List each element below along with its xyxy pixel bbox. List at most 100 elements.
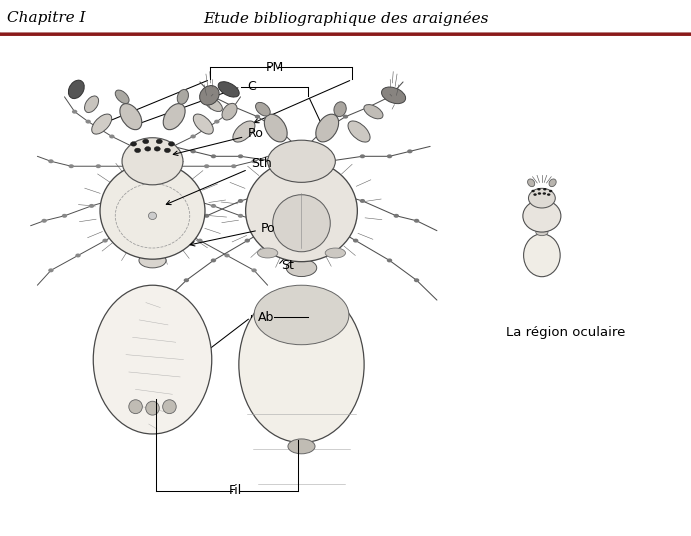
Ellipse shape	[163, 103, 185, 130]
Circle shape	[89, 204, 94, 208]
Circle shape	[319, 219, 325, 223]
Ellipse shape	[245, 160, 357, 262]
Ellipse shape	[154, 147, 160, 151]
Circle shape	[252, 269, 257, 272]
Circle shape	[278, 219, 284, 223]
Circle shape	[319, 130, 325, 133]
Ellipse shape	[267, 140, 335, 182]
Circle shape	[48, 159, 54, 163]
Ellipse shape	[528, 179, 535, 187]
Ellipse shape	[538, 192, 541, 195]
Ellipse shape	[162, 400, 176, 414]
Circle shape	[278, 130, 284, 133]
Ellipse shape	[529, 188, 556, 208]
Circle shape	[204, 214, 209, 218]
Ellipse shape	[142, 139, 149, 144]
Circle shape	[95, 164, 101, 168]
Circle shape	[414, 219, 419, 223]
Text: La région oculaire: La région oculaire	[506, 326, 625, 339]
Circle shape	[366, 105, 372, 109]
Circle shape	[48, 269, 54, 272]
Text: Sth: Sth	[167, 157, 272, 205]
Ellipse shape	[156, 139, 162, 144]
Ellipse shape	[524, 234, 560, 277]
Circle shape	[170, 224, 176, 228]
Circle shape	[231, 105, 236, 109]
Ellipse shape	[177, 90, 189, 104]
Ellipse shape	[139, 253, 166, 268]
Circle shape	[272, 159, 277, 163]
Circle shape	[75, 254, 81, 257]
Ellipse shape	[135, 148, 141, 153]
Circle shape	[387, 154, 392, 158]
Circle shape	[211, 154, 216, 158]
Circle shape	[231, 164, 236, 168]
Circle shape	[177, 194, 182, 198]
Text: Fil: Fil	[229, 485, 242, 497]
Circle shape	[61, 214, 67, 218]
Ellipse shape	[120, 103, 142, 130]
Circle shape	[387, 95, 392, 99]
Ellipse shape	[164, 148, 171, 153]
Ellipse shape	[537, 188, 540, 190]
Circle shape	[211, 95, 216, 99]
Circle shape	[252, 159, 257, 163]
Ellipse shape	[100, 162, 205, 259]
Ellipse shape	[531, 190, 535, 192]
Ellipse shape	[543, 188, 547, 190]
Ellipse shape	[325, 248, 346, 258]
Circle shape	[353, 239, 359, 243]
Circle shape	[191, 135, 196, 138]
Circle shape	[41, 219, 47, 223]
Ellipse shape	[286, 259, 316, 277]
Ellipse shape	[364, 105, 383, 119]
Circle shape	[204, 164, 209, 168]
Circle shape	[86, 120, 91, 124]
Ellipse shape	[254, 285, 349, 345]
Circle shape	[72, 110, 77, 114]
Circle shape	[123, 194, 128, 198]
Circle shape	[394, 214, 399, 218]
Circle shape	[177, 164, 182, 168]
Circle shape	[68, 164, 74, 168]
Ellipse shape	[549, 190, 552, 192]
Ellipse shape	[348, 121, 370, 142]
Circle shape	[238, 199, 243, 203]
Ellipse shape	[122, 138, 183, 185]
Ellipse shape	[144, 147, 151, 151]
Ellipse shape	[233, 121, 255, 142]
Text: Chapitre I: Chapitre I	[7, 11, 86, 25]
Ellipse shape	[381, 87, 406, 103]
Ellipse shape	[93, 285, 211, 434]
Ellipse shape	[92, 114, 112, 134]
Ellipse shape	[288, 439, 315, 454]
Text: PM: PM	[265, 61, 283, 73]
Text: C: C	[247, 80, 256, 93]
Circle shape	[184, 219, 189, 223]
Ellipse shape	[193, 114, 214, 134]
Circle shape	[238, 154, 243, 158]
Circle shape	[414, 278, 419, 282]
Text: St: St	[281, 259, 294, 272]
Circle shape	[258, 219, 263, 223]
Ellipse shape	[549, 179, 556, 187]
Circle shape	[245, 239, 250, 243]
Circle shape	[272, 189, 277, 193]
Ellipse shape	[218, 81, 239, 97]
Ellipse shape	[239, 286, 364, 443]
Circle shape	[197, 239, 202, 243]
Ellipse shape	[536, 228, 548, 236]
Circle shape	[343, 115, 348, 118]
Ellipse shape	[265, 114, 287, 142]
Circle shape	[407, 150, 413, 153]
Circle shape	[360, 199, 365, 203]
Circle shape	[191, 150, 196, 153]
Ellipse shape	[542, 192, 546, 195]
Ellipse shape	[149, 212, 157, 220]
Circle shape	[123, 164, 128, 168]
Ellipse shape	[334, 102, 346, 117]
Text: Ro: Ro	[173, 128, 263, 155]
Circle shape	[326, 189, 331, 193]
Circle shape	[238, 214, 243, 218]
Circle shape	[129, 224, 135, 228]
